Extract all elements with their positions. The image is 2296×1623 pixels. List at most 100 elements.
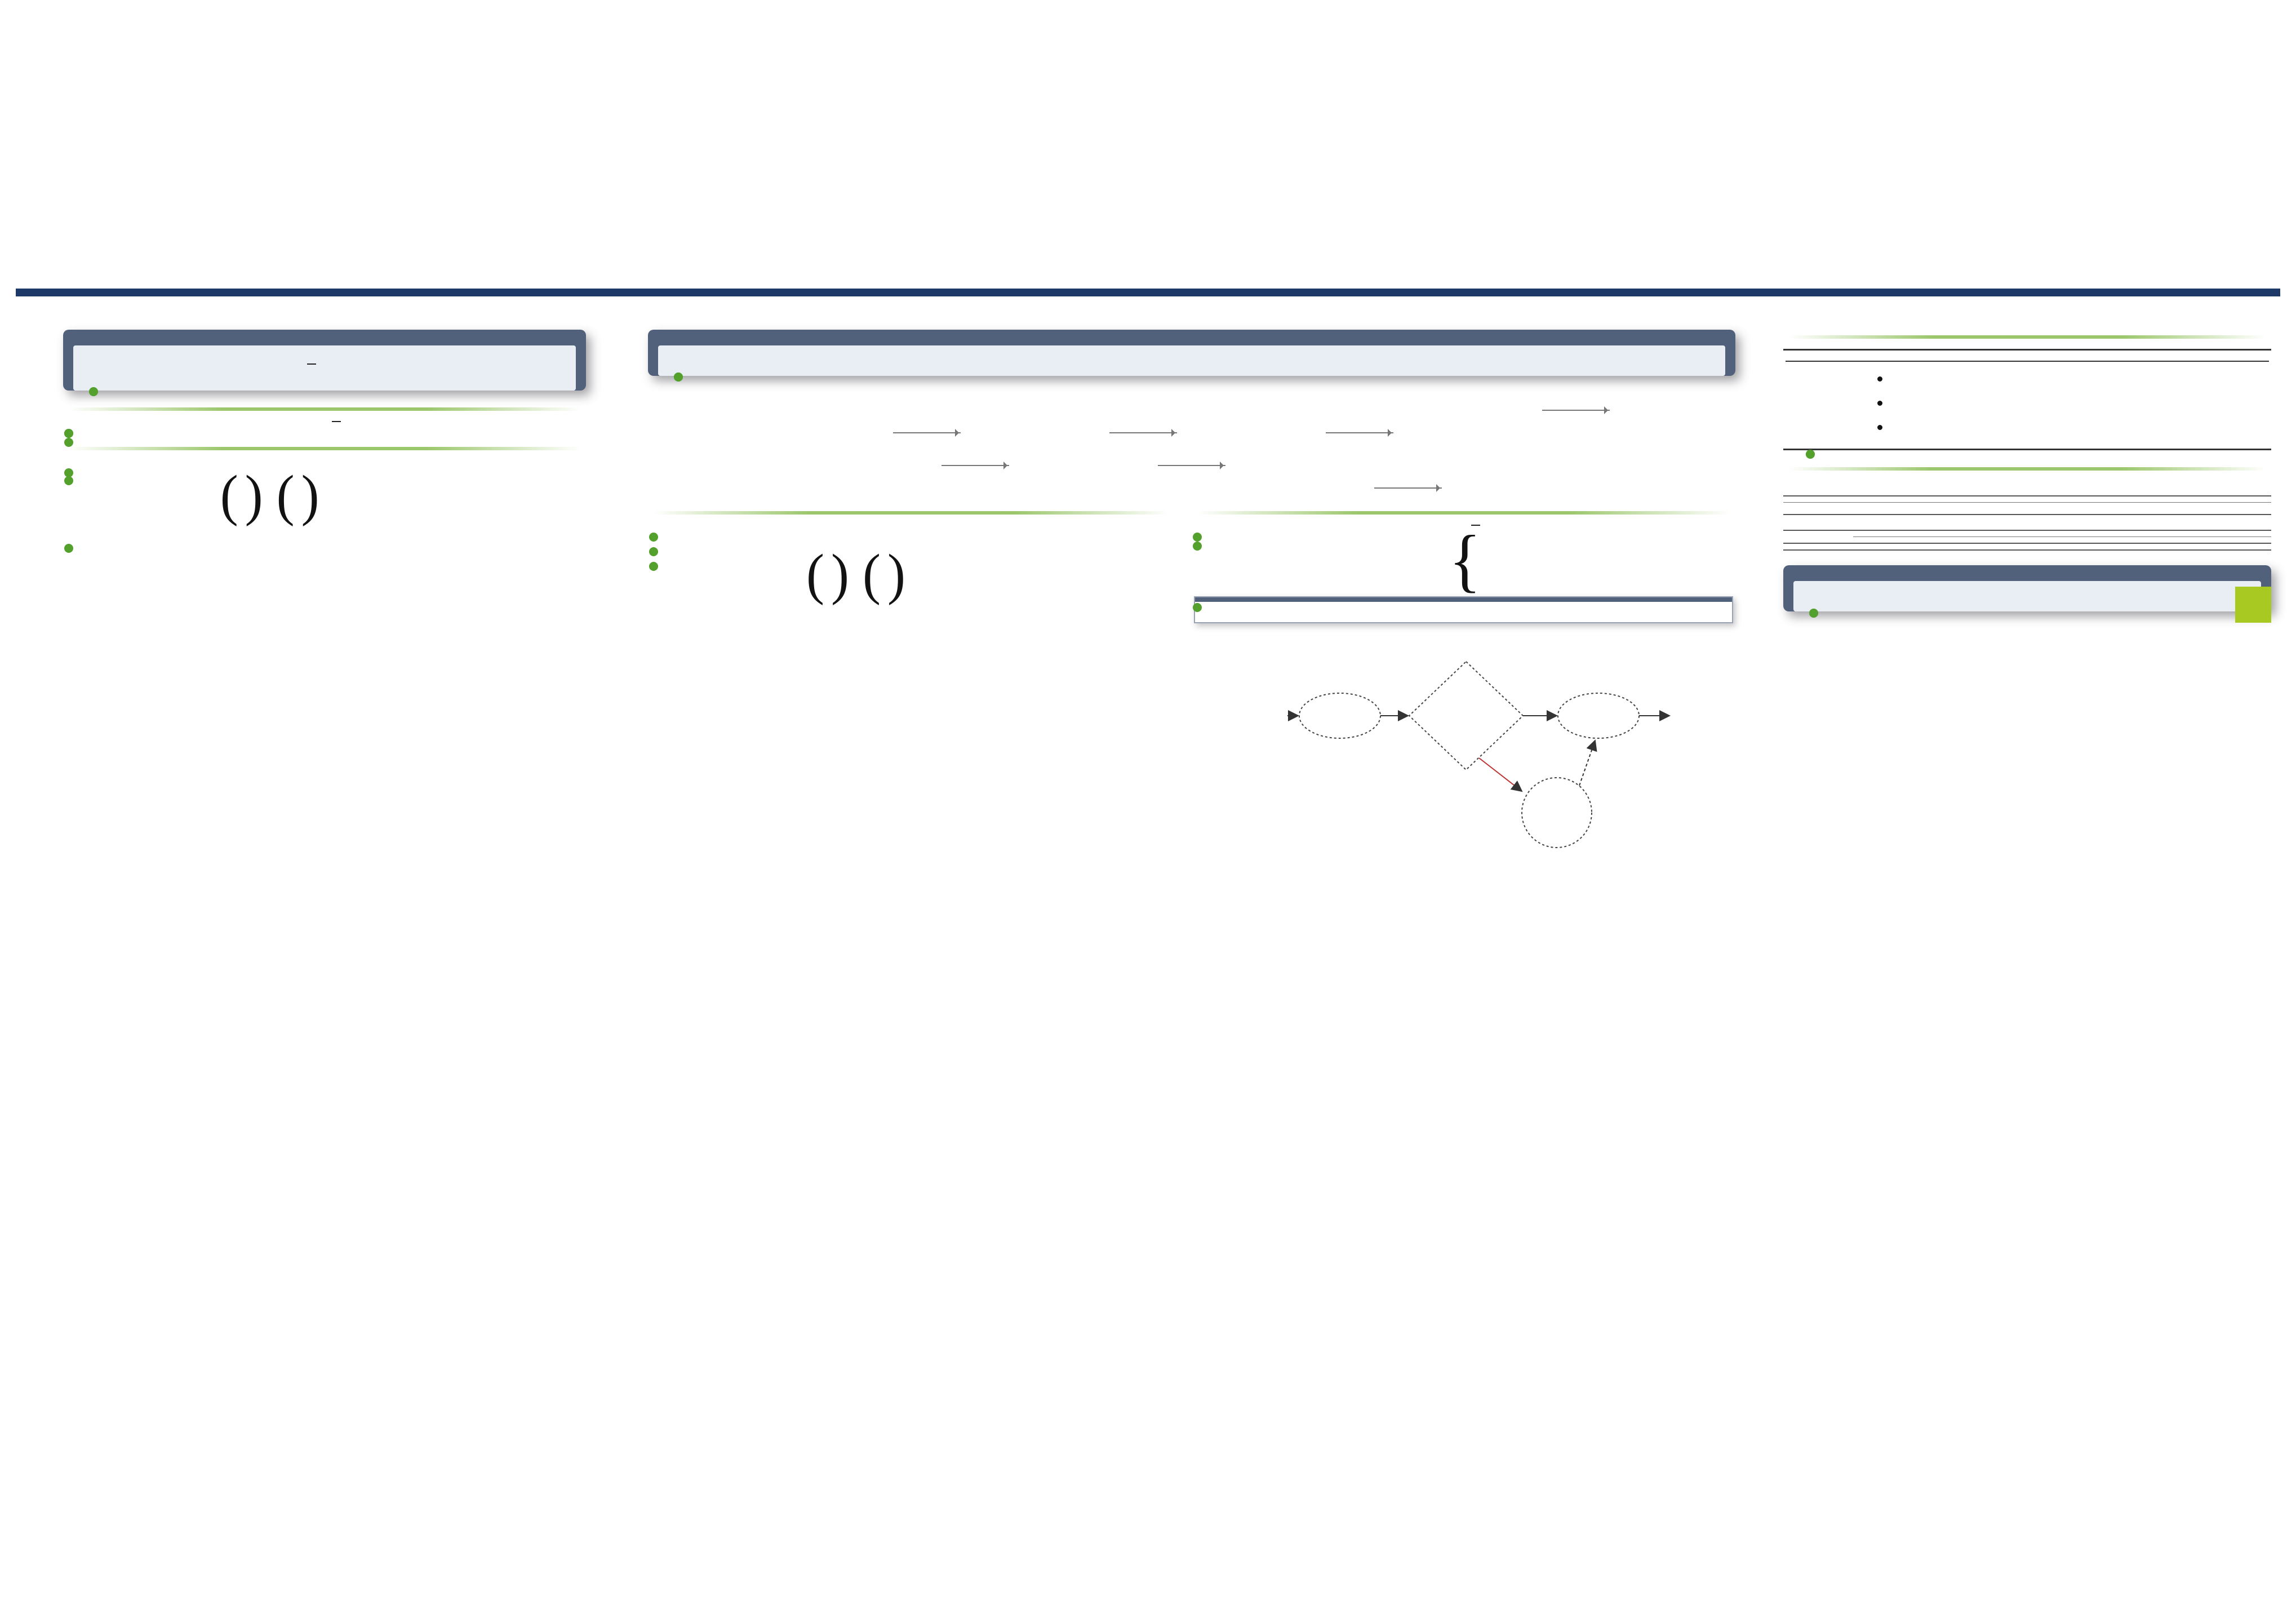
importance-heading-rule xyxy=(1197,511,1730,515)
classical-bottom-row xyxy=(63,524,586,596)
algorithm-heading-rule xyxy=(1789,335,2266,339)
algorithm-box xyxy=(1783,349,2271,459)
col-craft xyxy=(1922,503,1992,509)
steps-panel-5 xyxy=(1024,441,1143,442)
problem-setup-box xyxy=(63,330,586,397)
steps-panel-6 xyxy=(1240,441,1360,442)
cov-num xyxy=(332,421,341,422)
qr-code-block xyxy=(2051,16,2265,231)
left-column: () () xyxy=(63,330,586,596)
algorithm-input xyxy=(1786,366,2269,438)
final-samples-figure xyxy=(648,609,1175,611)
connector-dots xyxy=(1360,441,1456,492)
val-smc xyxy=(1783,508,1853,516)
vs-val-2 xyxy=(1922,543,1993,551)
qr-paper-code xyxy=(34,16,242,224)
vs-val-1 xyxy=(1853,543,1923,551)
ode2-equation: () () xyxy=(87,467,586,524)
idea-box xyxy=(648,330,1735,382)
cov-equation xyxy=(87,421,586,422)
qr-code-code xyxy=(2054,16,2262,224)
jko-bullets: () () xyxy=(648,525,1175,606)
cnf-bullet-4 xyxy=(64,421,586,438)
eq-q-frac xyxy=(307,363,316,365)
header-rule xyxy=(16,289,2280,296)
val-pis xyxy=(1992,508,2062,516)
cnf-heading-rule xyxy=(69,407,580,411)
conclusion-box xyxy=(1783,565,2271,618)
vs-col-contnf-1 xyxy=(1853,537,1923,544)
vs-group-w2 xyxy=(2062,530,2271,538)
flow-xk1-node xyxy=(1557,693,1640,739)
problem-setup-body xyxy=(73,345,576,397)
steps-row-2 xyxy=(648,441,1735,492)
val-cmcdlv xyxy=(2062,508,2132,516)
classical-bullets: () () xyxy=(63,460,586,524)
convergence-heading-rule xyxy=(1789,467,2266,471)
algorithm-title-line xyxy=(1786,355,2269,362)
theorem-body xyxy=(1195,602,1732,622)
qr-paper-block xyxy=(31,16,245,231)
q-equation xyxy=(88,363,561,365)
val-ic-jko xyxy=(2201,508,2271,516)
mathplus-plus-icon xyxy=(2235,587,2271,623)
eq-q-num xyxy=(307,363,316,365)
jko-bullet-3: () () xyxy=(649,542,1175,606)
ode3-equation: () () xyxy=(672,542,1175,606)
importance-bullet-1 xyxy=(1193,525,1735,542)
connector-cnf-3 xyxy=(1311,386,1408,437)
mathplus-logo xyxy=(2233,587,2271,623)
jko-bullet-2 xyxy=(649,539,1175,557)
vs-col-dist xyxy=(1783,537,1853,544)
importance-section: { xyxy=(1192,494,1735,862)
classical-heading-rule xyxy=(69,447,580,450)
vs-col-contnf-2 xyxy=(2062,537,2132,544)
flow-xk-node xyxy=(1299,693,1381,739)
jko-section: () () xyxy=(648,494,1175,862)
vs-col-couplnf-1 xyxy=(1922,537,1992,544)
sinkhorn-values xyxy=(1783,508,2271,516)
vs-col-headers xyxy=(1783,537,2271,544)
idea-title xyxy=(648,330,1735,345)
rejection-flowchart xyxy=(1192,627,1735,854)
alpha-frac xyxy=(1471,525,1480,526)
cnf-bullets xyxy=(63,421,586,447)
steps-panel-final xyxy=(1456,441,1576,442)
sinkhorn-col-headers xyxy=(1783,503,2271,509)
right-column xyxy=(1783,330,2271,628)
nonconvex-bullet-wrap xyxy=(63,528,380,591)
col-dds xyxy=(1853,503,1923,509)
connector-rej-1 xyxy=(1527,386,1624,414)
steps-panel-1 xyxy=(975,386,1095,387)
classical-bullet-2: () () xyxy=(64,467,586,524)
vs-group-headers xyxy=(1783,530,2271,538)
vs-val-6 xyxy=(2201,543,2271,551)
val-dds xyxy=(1853,508,1923,516)
middle-column: () () xyxy=(648,330,1735,862)
jko-heading-rule xyxy=(654,511,1169,515)
vs-val-4 xyxy=(2062,543,2132,551)
conclusion-body xyxy=(1793,581,2261,618)
flow-resample-node xyxy=(1521,777,1592,849)
cases-body xyxy=(1486,534,1507,587)
vs-val-3 xyxy=(1992,543,2062,551)
col-smc xyxy=(1783,503,1853,509)
vs-val-5 xyxy=(2131,543,2202,551)
steps-panel-2 xyxy=(1192,386,1311,387)
idea-body xyxy=(658,345,1725,382)
conclusion-title xyxy=(1783,565,2271,581)
cases-equation: { xyxy=(1215,525,1735,596)
algorithm-input-label xyxy=(1786,366,1858,438)
steps-panel-4 xyxy=(807,441,927,442)
vs-col-ic-1 xyxy=(1992,537,2062,544)
flow-accepted-node xyxy=(1408,660,1524,771)
val-scld xyxy=(2131,508,2202,516)
col-cmcdlv xyxy=(2062,503,2132,509)
connector-cnf-1 xyxy=(878,386,975,437)
importance-bullet-2: { xyxy=(1193,525,1735,596)
ode3-body: () () xyxy=(806,542,905,606)
vs-group-energy xyxy=(1853,530,2062,538)
sinkhorn-group-header xyxy=(1783,495,2271,503)
problem-setup-title xyxy=(63,330,586,345)
